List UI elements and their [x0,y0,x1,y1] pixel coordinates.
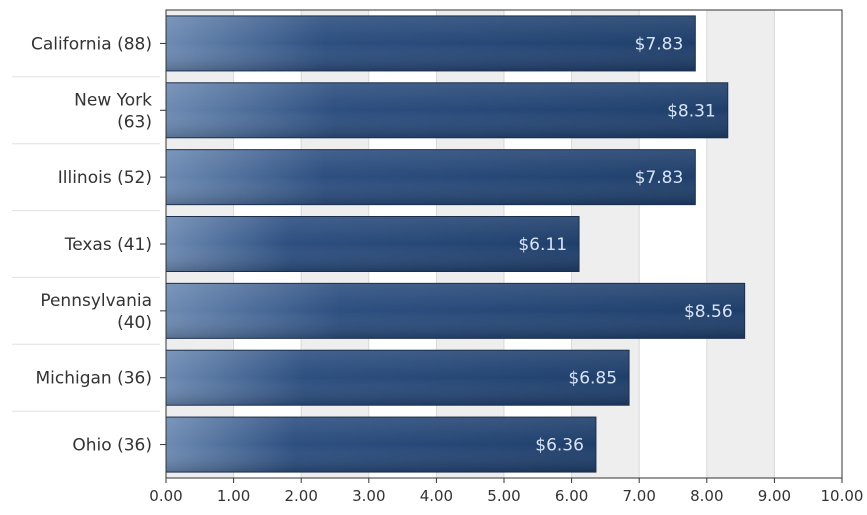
category-label-line: Texas (41) [64,235,152,255]
category-label: California (88) [31,34,152,54]
bar-shade [166,83,728,138]
category-label: Pennsylvania (40) [40,291,152,333]
x-tick-label: 1.00 [217,487,250,505]
category-label-line: California (88) [31,34,152,54]
category-label-line: Illinois (52) [58,168,152,188]
category-label-line: Ohio (36) [72,436,152,456]
bar-shade [166,150,695,205]
bar-shade [166,217,579,271]
category-label-line: (63) [117,112,152,132]
data-label: $7.83 [635,34,684,54]
x-tick-label: 2.00 [284,487,317,505]
category-separators [12,76,160,412]
category-label-line: Michigan (36) [35,369,152,389]
axes [160,9,843,483]
category-label: Texas (41) [64,235,152,255]
x-tick-label: 10.00 [821,487,864,505]
category-label: Ohio (36) [72,436,152,456]
labels: 0.00 1.00 2.00 3.00 4.00 5.00 6.00 7.00 8.00 9.00… [31,34,864,505]
data-label: $6.11 [518,235,567,255]
x-tick-label: 4.00 [420,487,453,505]
x-tick-label: 5.00 [487,487,520,505]
x-tick-label: 8.00 [690,487,723,505]
bar-shade [166,417,596,472]
x-tick-label: 7.00 [622,487,655,505]
bar-shade [166,283,745,338]
bar-shade [166,350,629,405]
bar-shade [166,16,695,71]
category-label-line: (40) [117,313,152,333]
data-label: $6.36 [535,436,584,456]
x-tick-label: 6.00 [555,487,588,505]
data-label: $7.83 [635,168,684,188]
category-label: Illinois (52) [58,168,152,188]
plot-band [571,10,640,478]
category-label: Michigan (36) [35,369,152,389]
x-tick-label: 3.00 [352,487,385,505]
data-label: $8.56 [684,302,733,322]
plot-frame [165,9,843,479]
data-label: $8.31 [667,101,716,121]
data-label: $6.85 [568,369,617,389]
category-label-line: Pennsylvania [40,291,152,311]
category-label-line: New York [74,90,152,110]
plot-band [706,10,775,478]
x-tick-label: 0.00 [149,487,182,505]
x-tick-label: 9.00 [758,487,791,505]
category-label: New York (63) [74,90,152,132]
bars [165,15,746,473]
